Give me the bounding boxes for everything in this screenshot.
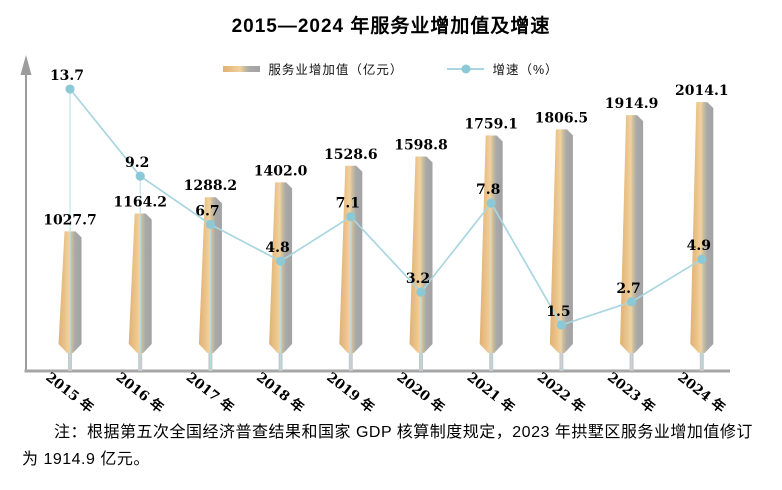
growth-value-label-2018: 4.8 [265, 240, 289, 256]
chart-title: 2015—2024 年服务业增加值及增速 [231, 16, 551, 37]
legend-item-bar-series: 服务业增加值（亿元） [223, 59, 403, 78]
x-axis-label-2023: 2023 年 [604, 369, 659, 417]
growth-marker-2021 [486, 198, 496, 208]
x-axis-label-2024: 2024 年 [674, 369, 729, 417]
bar-series-swatch [223, 65, 261, 72]
growth-value-label-2019: 7.1 [336, 196, 360, 212]
growth-marker-2015 [65, 84, 75, 94]
growth-value-label-2021: 7.8 [476, 182, 500, 198]
growth-value-label-2017: 6.7 [195, 203, 219, 219]
bar-value-label-2021: 1759.1 [464, 117, 518, 133]
bar-value-label-2022: 1806.5 [535, 110, 589, 126]
growth-marker-2024 [697, 254, 707, 264]
chart-footnote: 注：根据第五次全国经济普查结果和国家 GDP 核算制度规定，2023 年拱墅区服… [22, 424, 753, 468]
x-axis-label-2019: 2019 年 [323, 369, 378, 417]
growth-marker-2019 [346, 212, 356, 222]
growth-value-label-2024: 4.9 [687, 238, 711, 254]
growth-marker-2022 [556, 320, 567, 330]
growth-value-label-2016: 9.2 [125, 155, 149, 171]
x-axis-label-2016: 2016 年 [113, 369, 168, 417]
legend-item-line-series: 增速（%） [447, 59, 558, 78]
bar-value-label-2019: 1528.6 [324, 147, 378, 163]
legend-label-line-series: 增速（%） [492, 63, 559, 77]
bar-value-label-2023: 1914.9 [605, 96, 659, 112]
line-marker-dot-icon [461, 64, 471, 73]
growth-value-label-2022: 1.5 [546, 304, 570, 320]
growth-value-label-2015: 13.7 [50, 68, 84, 84]
y-axis-arrow-icon [20, 55, 32, 75]
growth-marker-2018 [276, 256, 286, 266]
bar-value-label-2020: 1598.8 [394, 138, 448, 154]
bar-value-label-2015: 1027.7 [43, 212, 97, 228]
legend-label-bar-series: 服务业增加值（亿元） [268, 63, 404, 77]
x-axis-label-2021: 2021 年 [464, 369, 519, 417]
growth-value-label-2023: 2.7 [616, 281, 640, 297]
growth-marker-2023 [627, 297, 637, 307]
bar-value-label-2017: 1288.2 [184, 178, 238, 194]
x-axis-label-2020: 2020 年 [394, 369, 449, 417]
line-series-swatch [447, 64, 485, 73]
x-axis-label-2018: 2018 年 [253, 369, 308, 417]
legend: 服务业增加值（亿元） 增速（%） [0, 59, 782, 78]
growth-line [69, 88, 703, 327]
bar-2024 [690, 102, 714, 354]
growth-marker-2016 [135, 171, 145, 181]
x-axis-label-2015: 2015 年 [43, 369, 98, 417]
x-axis-line [24, 369, 730, 373]
x-axis-label-2022: 2022 年 [534, 369, 589, 417]
growth-value-label-2020: 3.2 [406, 271, 430, 287]
chart-canvas: 1027.7 1164.2 1288.2 1402.0 1528.6 1598.8 1759… [20, 55, 730, 417]
bar-2023 [620, 115, 644, 353]
bar-2020 [409, 156, 433, 353]
bar-value-label-2016: 1164.2 [113, 194, 167, 210]
growth-marker-2020 [416, 287, 426, 297]
bar-value-label-2018: 1402.0 [254, 163, 308, 179]
x-axis-label-2017: 2017 年 [183, 369, 238, 417]
bar-value-label-2024: 2014.1 [675, 83, 729, 99]
growth-marker-2017 [205, 219, 215, 230]
bar-2022 [549, 129, 573, 353]
